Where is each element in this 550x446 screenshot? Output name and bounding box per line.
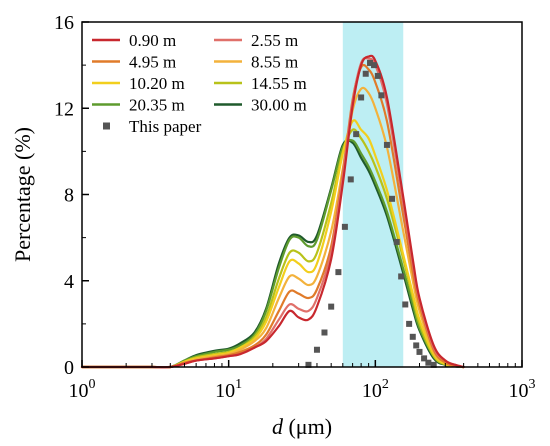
- series-layer: [80, 54, 465, 369]
- legend-label-6: 20.35 m: [129, 96, 185, 115]
- legend-label-1: 2.55 m: [251, 31, 298, 50]
- legend-label-7: 30.00 m: [251, 96, 307, 115]
- highlight-band-layer: [342, 22, 404, 367]
- scatter-point-5: [341, 223, 348, 230]
- y-tick-label-1: 4: [64, 271, 74, 293]
- y-tick-label-2: 8: [64, 185, 74, 207]
- scatter-point-23: [421, 355, 428, 362]
- scatter-point-4: [335, 269, 342, 276]
- scatter-point-20: [409, 333, 416, 340]
- x-tick-label-2: 102: [362, 377, 389, 402]
- scatter-point-12: [374, 72, 381, 79]
- highlight-band: [342, 22, 404, 367]
- tick-layer: 0 4 8 12 16 100 101 102 103: [54, 12, 536, 402]
- scatter-point-22: [416, 348, 423, 355]
- scatter-point-2: [321, 329, 328, 336]
- legend-label-scatter: This paper: [129, 117, 202, 136]
- scatter-point-6: [347, 176, 354, 183]
- scatter-point-19: [406, 320, 413, 327]
- x-axis-title: d (μm): [272, 414, 332, 439]
- scatter-point-15: [389, 195, 396, 202]
- legend-label-0: 0.90 m: [129, 31, 176, 50]
- x-tick-label-1: 101: [215, 377, 242, 402]
- scatter-point-17: [398, 273, 405, 280]
- scatter-point-13: [378, 92, 385, 99]
- legend: 0.90 m 2.55 m 4.95 m 8.55 m 10.20 m 14.55 m 20…: [92, 31, 307, 136]
- scatter-point-11: [371, 62, 378, 69]
- legend-label-5: 14.55 m: [251, 74, 307, 93]
- scatter-point-8: [358, 94, 365, 101]
- scatter-point-7: [353, 131, 360, 138]
- x-axis-symbol: d: [272, 414, 284, 439]
- x-tick-label-0: 100: [69, 377, 96, 402]
- scatter-point-0: [305, 361, 312, 368]
- scatter-point-3: [328, 303, 335, 310]
- legend-label-2: 4.95 m: [129, 53, 176, 72]
- scatter-point-16: [393, 238, 400, 245]
- scatter-point-10: [367, 59, 374, 66]
- y-axis-title: Percentage (%): [10, 127, 35, 262]
- x-tick-label-3: 103: [509, 377, 536, 402]
- scatter-point-1: [313, 346, 320, 353]
- series-line-0: [80, 54, 465, 369]
- scatter-point-14: [383, 141, 390, 148]
- x-axis-unit: (μm): [283, 414, 332, 439]
- scatter-point-18: [402, 301, 409, 308]
- scatter-point-24: [425, 359, 432, 366]
- legend-swatch-scatter: [103, 122, 110, 130]
- scatter-point-25: [430, 361, 437, 368]
- legend-label-4: 10.20 m: [129, 74, 185, 93]
- scatter-point-21: [413, 342, 420, 349]
- y-tick-label-0: 0: [64, 357, 74, 379]
- scatter-point-9: [362, 70, 369, 77]
- y-tick-label-3: 12: [54, 98, 74, 120]
- y-tick-label-4: 16: [54, 12, 74, 34]
- legend-label-3: 8.55 m: [251, 53, 298, 72]
